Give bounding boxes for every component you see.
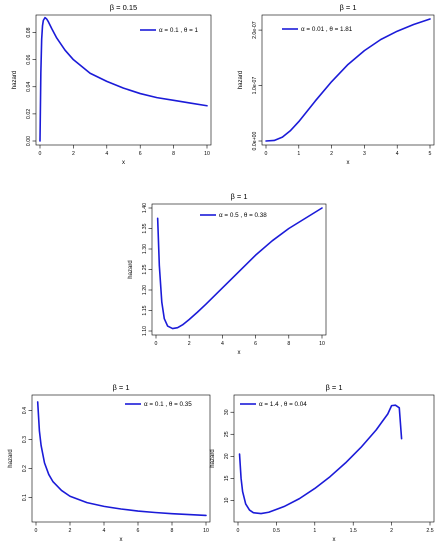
x-axis-label: x <box>238 350 241 356</box>
hazard-curve <box>39 16 208 142</box>
chart-title: β = 1 <box>339 3 356 12</box>
hazard-curve <box>36 401 207 517</box>
x-tick-label: 2 <box>72 151 75 157</box>
y-tick-label: 1.20 <box>142 285 148 295</box>
legend: α = 0.1 , θ = 1 <box>140 27 198 34</box>
x-tick-label: 1.5 <box>350 528 357 534</box>
plot-frame <box>31 394 211 523</box>
x-tick-label: 0 <box>265 151 268 157</box>
chart-panel-2: β = 1 0 1 2 3 4 5 x 0.0e+00 1.0e-07 2.0e-07 hazard α… <box>238 3 435 166</box>
y-axis-label: hazard <box>12 71 18 89</box>
x-tick-label: 10 <box>203 528 209 534</box>
y-axis-label: hazard <box>238 71 244 89</box>
x-tick-label: 3 <box>363 151 366 157</box>
y-tick-label: 0.08 <box>26 27 32 37</box>
x-tick-label: 10 <box>319 341 325 347</box>
x-tick-label: 1 <box>313 528 316 534</box>
y-tick-label: 1.15 <box>142 305 148 315</box>
hazard-curve <box>156 207 323 330</box>
y-tick-label: 0.04 <box>26 82 32 92</box>
x-tick-label: 5 <box>429 151 432 157</box>
x-tick-label: 6 <box>254 341 257 347</box>
legend-label: α = 0.5 , θ = 0.38 <box>219 212 267 219</box>
y-tick-label: 20 <box>224 453 230 459</box>
y-tick-label: 0.2 <box>22 465 28 472</box>
y-tick-label: 1.30 <box>142 244 148 254</box>
x-tick-label: 8 <box>287 341 290 347</box>
chart-panel-5: β = 1 0 0.5 1 1.5 2 2.5 x 10 15 20 25 30 hazard α = 1.… <box>210 383 435 543</box>
legend-label: α = 0.1 , θ = 0.35 <box>144 401 192 408</box>
x-tick-label: 2.5 <box>426 528 433 534</box>
x-tick-label: 1 <box>297 151 300 157</box>
hazard-curve <box>265 18 431 142</box>
x-tick-label: 4 <box>103 528 106 534</box>
x-tick-label: 0 <box>35 528 38 534</box>
legend: α = 0.5 , θ = 0.38 <box>200 212 267 219</box>
chart-title: β = 0.15 <box>110 3 137 12</box>
legend: α = 0.1 , θ = 0.35 <box>125 401 192 408</box>
y-axis-label: hazard <box>8 449 14 467</box>
plot-frame <box>151 203 327 336</box>
legend-label: α = 1.4 , θ = 0.04 <box>259 401 307 408</box>
y-tick-label: 1.40 <box>142 203 148 213</box>
x-tick-label: 0 <box>237 528 240 534</box>
x-tick-label: 0.5 <box>273 528 280 534</box>
legend-label: α = 0.01 , θ = 1.81 <box>301 26 353 33</box>
plot-frame <box>35 14 212 146</box>
y-tick-label: 0.3 <box>22 436 28 443</box>
y-tick-label: 10 <box>224 497 230 503</box>
y-tick-label: 1.10 <box>142 326 148 336</box>
y-tick-label: 0.1 <box>22 494 28 501</box>
x-axis-label: x <box>120 537 123 543</box>
y-tick-label: 0.4 <box>22 407 28 414</box>
x-tick-label: 8 <box>171 528 174 534</box>
x-tick-label: 4 <box>396 151 399 157</box>
x-tick-label: 4 <box>221 341 224 347</box>
chart-panel-4: β = 1 0 2 4 6 8 10 x 0.1 0.2 0.3 0.4 hazard α = 0.1 ,… <box>8 383 211 543</box>
y-tick-label: 0.00 <box>26 136 32 146</box>
x-axis-label: x <box>122 160 125 166</box>
y-tick-label: 15 <box>224 475 230 481</box>
x-tick-label: 2 <box>69 528 72 534</box>
y-tick-label: 0.06 <box>26 55 32 65</box>
y-axis-label: hazard <box>128 260 134 278</box>
chart-title: β = 1 <box>230 192 247 201</box>
legend: α = 1.4 , θ = 0.04 <box>240 401 307 408</box>
y-axis-label: hazard <box>210 449 216 467</box>
legend-label: α = 0.1 , θ = 1 <box>159 27 198 34</box>
x-tick-label: 2 <box>390 528 393 534</box>
x-tick-label: 6 <box>137 528 140 534</box>
y-tick-label: 1.0e-07 <box>252 77 258 95</box>
chart-panel-3: β = 1 0 2 4 6 8 10 x 1.10 1.15 1.20 1.25 1.30 1.35 1.4… <box>128 192 327 356</box>
x-axis-label: x <box>333 537 336 543</box>
x-tick-label: 8 <box>172 151 175 157</box>
y-tick-label: 2.0e-07 <box>252 21 258 39</box>
x-tick-label: 2 <box>330 151 333 157</box>
y-tick-label: 1.35 <box>142 223 148 233</box>
y-tick-label: 1.25 <box>142 264 148 274</box>
legend: α = 0.01 , θ = 1.81 <box>282 26 353 33</box>
hazard-curve <box>238 404 403 515</box>
plot-frame <box>261 14 435 146</box>
y-tick-label: 30 <box>224 409 230 415</box>
x-tick-label: 2 <box>188 341 191 347</box>
chart-title: β = 1 <box>112 383 129 392</box>
chart-panel-1: β = 0.15 0 2 4 6 8 10 x 0.00 0.02 0.04 0.06 0.08 haza… <box>12 3 212 166</box>
x-axis-label: x <box>347 160 350 166</box>
y-tick-label: 25 <box>224 431 230 437</box>
x-tick-label: 0 <box>155 341 158 347</box>
chart-title: β = 1 <box>325 383 342 392</box>
x-tick-label: 10 <box>204 151 210 157</box>
y-tick-label: 0.02 <box>26 109 32 119</box>
x-tick-label: 0 <box>39 151 42 157</box>
x-tick-label: 4 <box>105 151 108 157</box>
plot-frame <box>233 394 435 523</box>
x-tick-label: 6 <box>139 151 142 157</box>
y-tick-label: 0.0e+00 <box>252 131 258 150</box>
